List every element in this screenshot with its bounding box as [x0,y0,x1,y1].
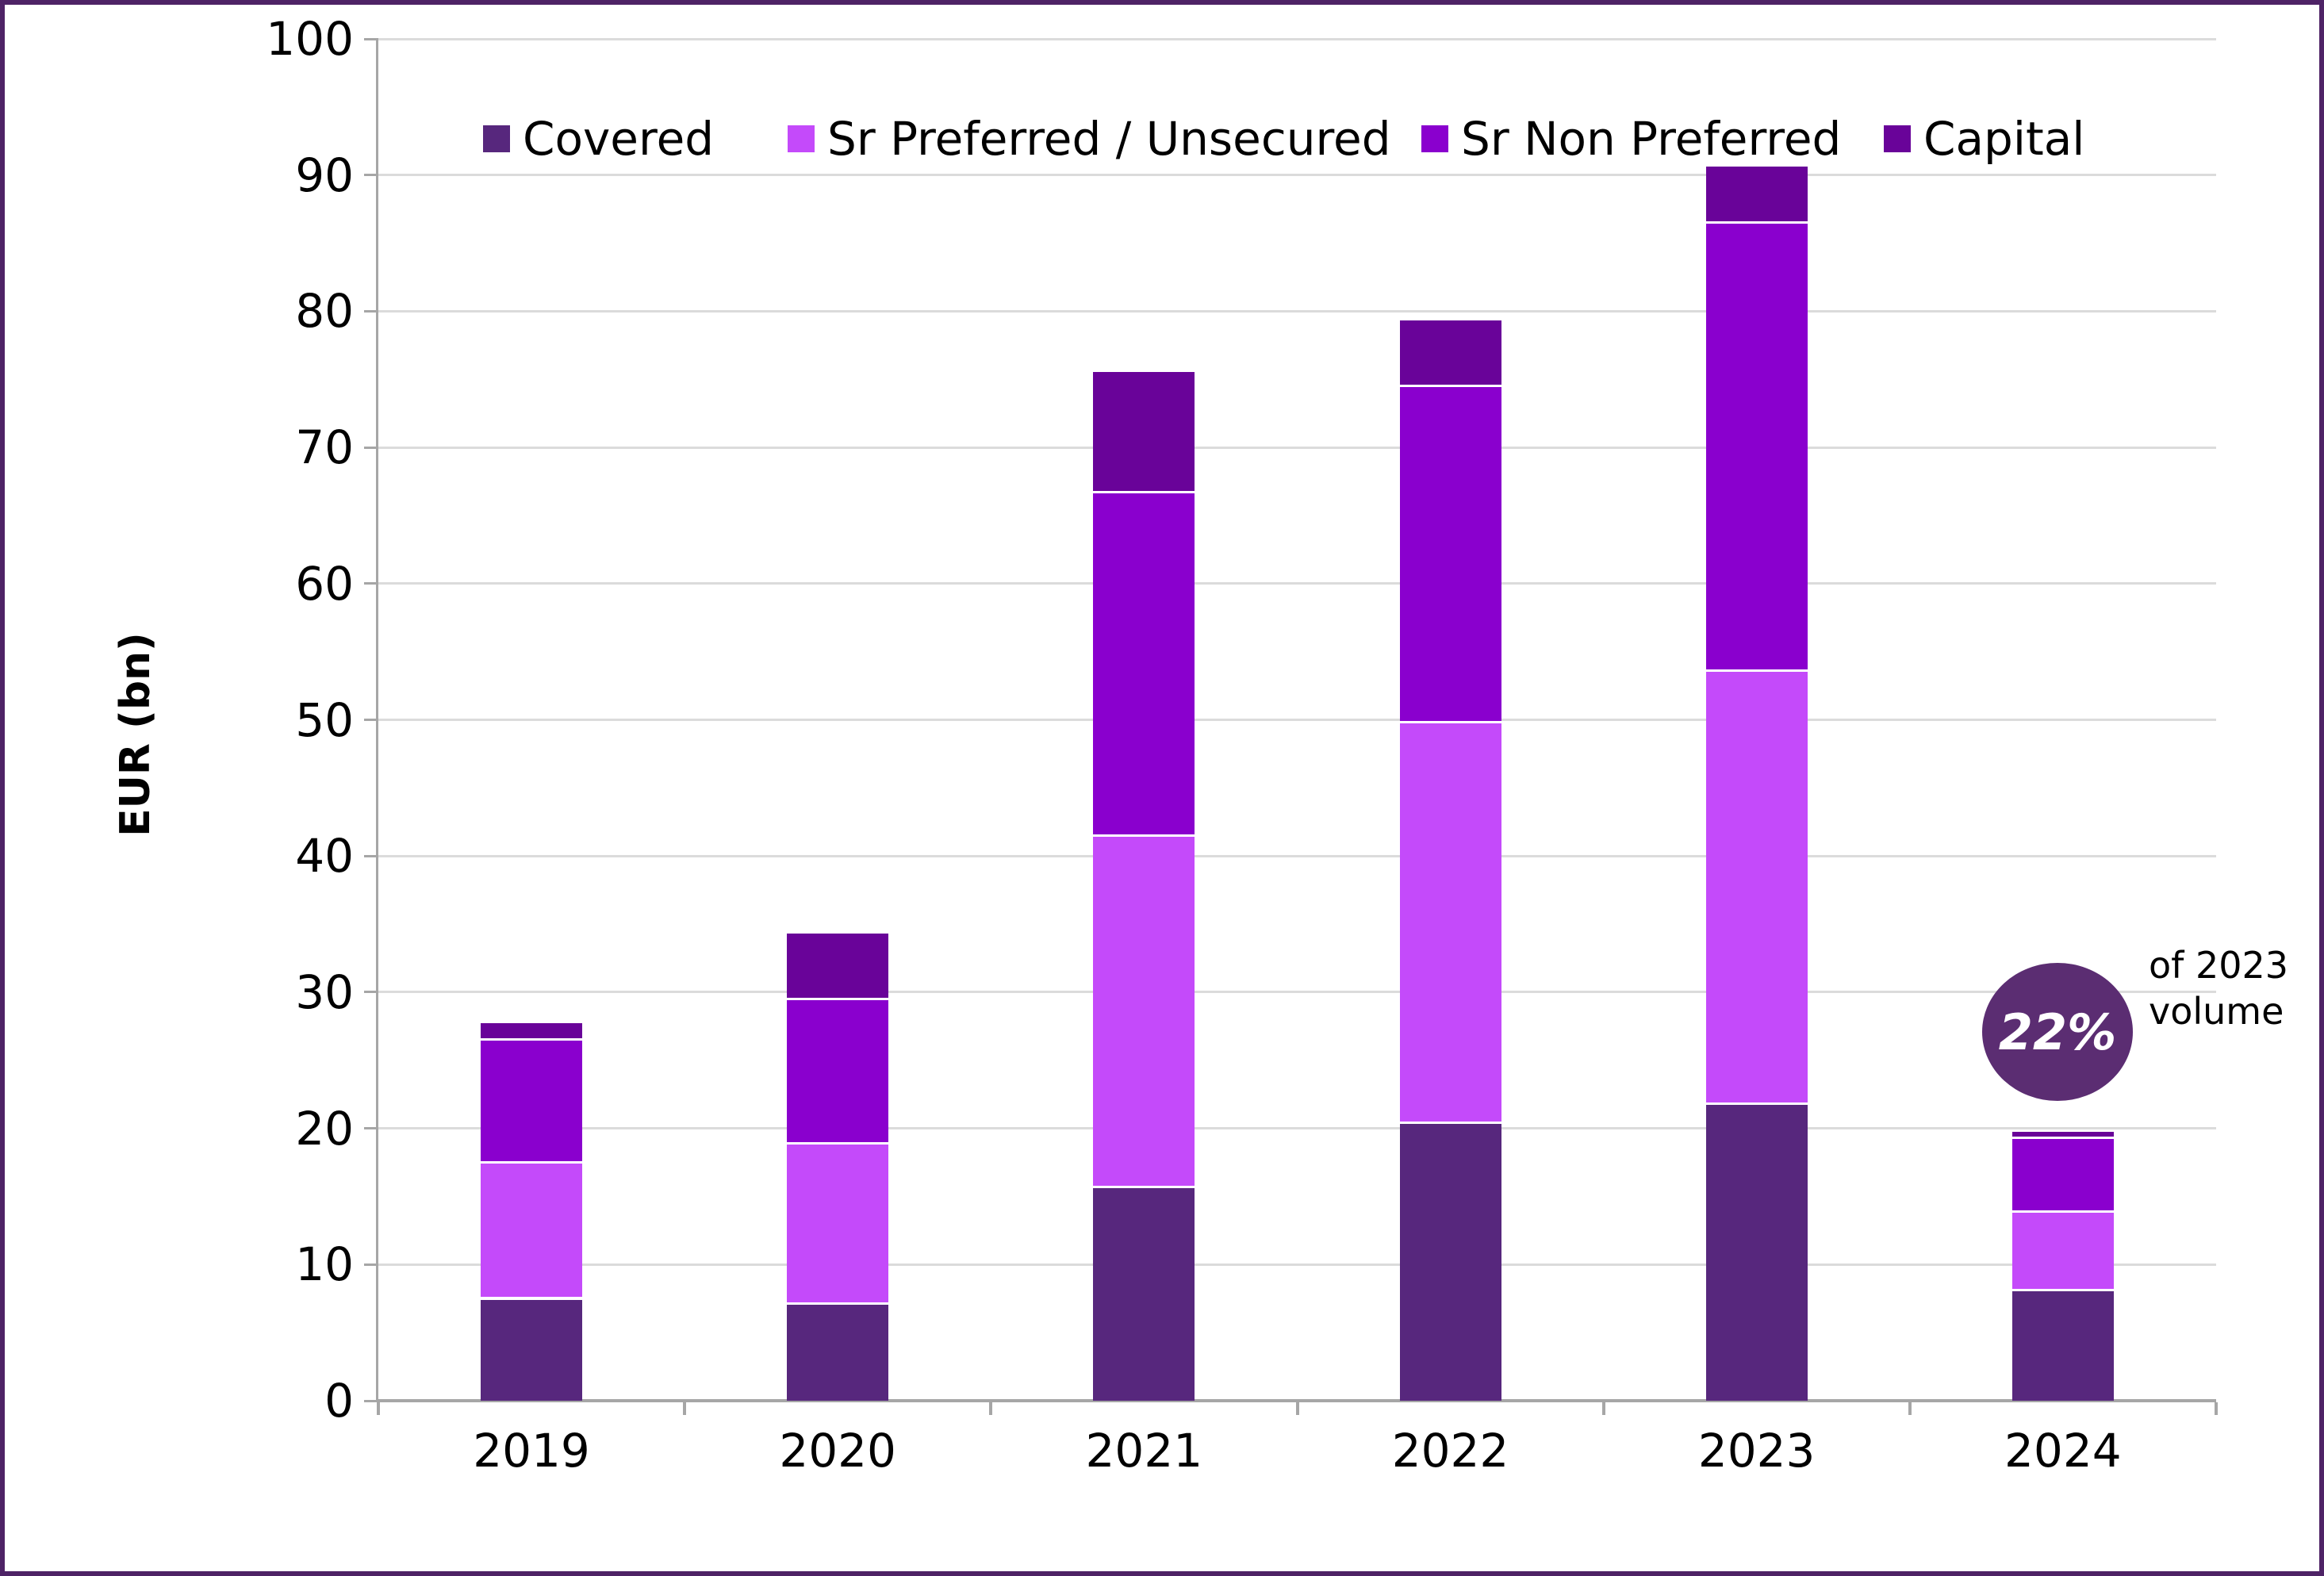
y-tick-label-60: 60 [295,556,354,611]
y-tick-label-30: 30 [295,964,354,1019]
x-axis-tick [1295,1402,1299,1415]
x-tick-label-2024: 2024 [2004,1424,2122,1478]
gridline-50 [378,719,2216,721]
legend-swatch-sr-non-preferred [1421,125,1448,152]
bar-segment-2024-sr-non-preferred [2011,1136,2114,1210]
bar-segment-2019-covered [481,1297,583,1401]
legend-label-sr-non-preferred: Sr Non Preferred [1461,112,1842,166]
bar-segment-2021-sr-preferred-unsecured [1093,834,1195,1186]
bar-segment-2020-sr-non-preferred [787,997,889,1142]
x-axis-tick [2215,1402,2218,1415]
y-axis-line [376,39,378,1401]
x-axis-tick [989,1402,993,1415]
legend-item-sr-preferred-unsecured: Sr Preferred / Unsecured [788,111,1391,167]
y-axis-tick [364,309,378,313]
x-axis-line [376,1399,2216,1402]
gridline-90 [378,174,2216,177]
x-axis-tick [1601,1402,1605,1415]
percentage-callout-value: 22% [1998,1003,2117,1061]
gridline-40 [378,854,2216,857]
y-axis-title: EUR (bn) [112,632,159,837]
gridline-60 [378,582,2216,585]
bar-segment-2023-sr-non-preferred [1705,221,1808,669]
y-axis-tick [364,719,378,721]
gridline-10 [378,1263,2216,1266]
y-tick-label-10: 10 [295,1237,354,1292]
y-tick-label-80: 80 [295,284,354,339]
gridline-100 [378,37,2216,40]
y-tick-label-100: 100 [266,12,354,66]
bar-segment-2021-covered [1093,1185,1195,1401]
x-tick-label-2022: 2022 [1391,1424,1509,1478]
caption-line-1: of 2023 [2149,944,2289,987]
x-tick-label-2023: 2023 [1697,1424,1816,1478]
percentage-callout-caption: of 2023 volume [2149,942,2288,1034]
y-axis-tick [364,446,378,449]
legend-item-covered: Covered [483,111,714,167]
gridline-20 [378,1127,2216,1130]
bar-segment-2023-covered [1705,1102,1808,1401]
y-tick-label-50: 50 [295,692,354,747]
y-axis-tick [364,1399,378,1402]
bar-segment-2024-covered [2011,1289,2114,1401]
legend-swatch-sr-preferred-unsecured [788,125,815,152]
bar-segment-2022-sr-non-preferred [1399,385,1501,722]
y-axis-tick [364,854,378,857]
y-tick-label-70: 70 [295,420,354,475]
y-tick-label-20: 20 [295,1101,354,1156]
caption-line-2: volume [2149,990,2284,1033]
x-tick-label-2020: 2020 [779,1424,896,1478]
gridline-30 [378,991,2216,994]
bar-segment-2022-covered [1399,1122,1501,1401]
legend-label-sr-preferred-unsecured: Sr Preferred / Unsecured [827,112,1391,166]
legend-swatch-capital [1884,125,1911,152]
y-axis-tick [364,1263,378,1266]
bar-segment-2021-capital [1093,370,1195,492]
legend-label-covered: Covered [523,112,715,166]
y-axis-tick [364,582,378,585]
legend-swatch-covered [483,125,510,152]
x-tick-label-2019: 2019 [473,1424,590,1478]
y-tick-label-40: 40 [295,829,354,884]
y-tick-label-90: 90 [295,148,354,202]
bar-segment-2019-sr-non-preferred [481,1038,583,1161]
bar-segment-2019-capital [481,1020,583,1039]
x-axis-tick [377,1402,380,1415]
bar-segment-2024-sr-preferred-unsecured [2011,1210,2114,1290]
bar-segment-2020-covered [787,1302,889,1401]
y-axis-tick [364,174,378,177]
legend-item-capital: Capital [1884,111,2084,167]
bar-segment-2023-sr-preferred-unsecured [1705,669,1808,1102]
bar-segment-2021-sr-non-preferred [1093,491,1195,834]
y-axis-tick [364,991,378,994]
percentage-callout-circle: 22% [1982,963,2133,1101]
y-tick-label-0: 0 [324,1374,354,1428]
bar-segment-2022-capital [1399,317,1501,385]
gridline-70 [378,446,2216,449]
x-tick-label-2021: 2021 [1085,1424,1203,1478]
bar-segment-2024-capital [2011,1129,2114,1137]
bar-segment-2020-sr-preferred-unsecured [787,1141,889,1303]
gridline-80 [378,309,2216,313]
bar-segment-2019-sr-preferred-unsecured [481,1160,583,1298]
bar-segment-2022-sr-preferred-unsecured [1399,721,1501,1122]
bar-segment-2023-capital [1705,163,1808,222]
y-axis-tick [364,37,378,40]
x-axis-tick [683,1402,687,1415]
legend-item-sr-non-preferred: Sr Non Preferred [1421,111,1841,167]
y-axis-tick [364,1127,378,1130]
legend-label-capital: Capital [1923,112,2085,166]
bar-segment-2020-capital [787,930,889,998]
legend: Covered Sr Preferred / Unsecured Sr Non … [5,111,2319,167]
x-axis-tick [1908,1402,1912,1415]
